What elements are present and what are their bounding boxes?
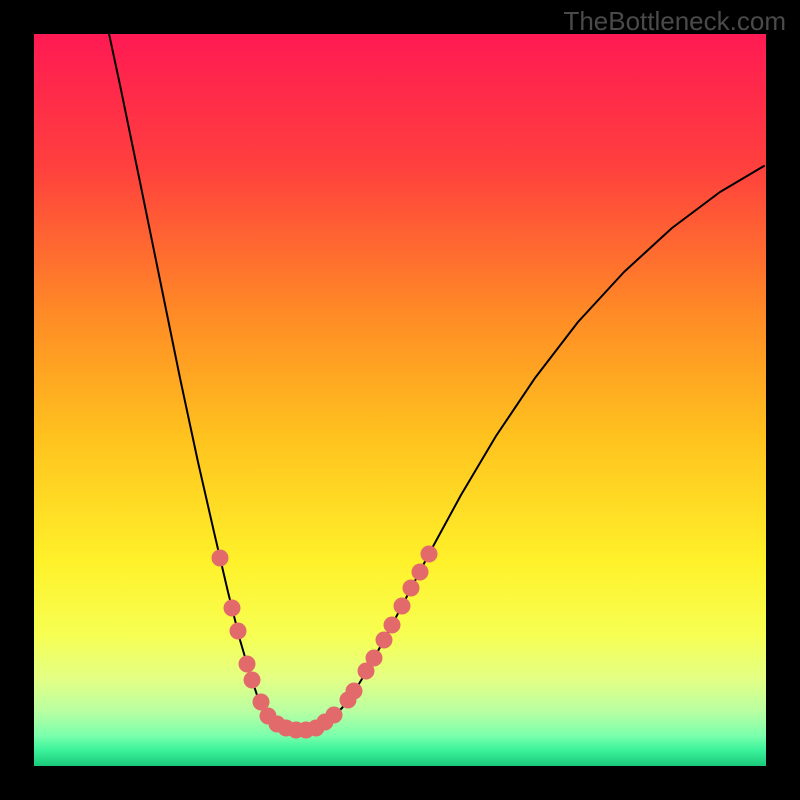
- data-dot: [346, 683, 363, 700]
- data-dot: [384, 617, 401, 634]
- data-dot: [224, 600, 241, 617]
- chart-container: TheBottleneck.com: [0, 0, 800, 800]
- data-dot: [403, 580, 420, 597]
- data-dot: [212, 550, 229, 567]
- data-dot: [366, 650, 383, 667]
- plot-background: [34, 34, 766, 766]
- data-dot: [326, 707, 343, 724]
- data-dot: [230, 623, 247, 640]
- data-dot: [376, 632, 393, 649]
- data-dot: [421, 546, 438, 563]
- data-dot: [239, 656, 256, 673]
- watermark-text: TheBottleneck.com: [563, 6, 786, 37]
- resonance-chart: [0, 0, 800, 800]
- data-dot: [394, 598, 411, 615]
- data-dot: [412, 564, 429, 581]
- data-dot: [244, 672, 261, 689]
